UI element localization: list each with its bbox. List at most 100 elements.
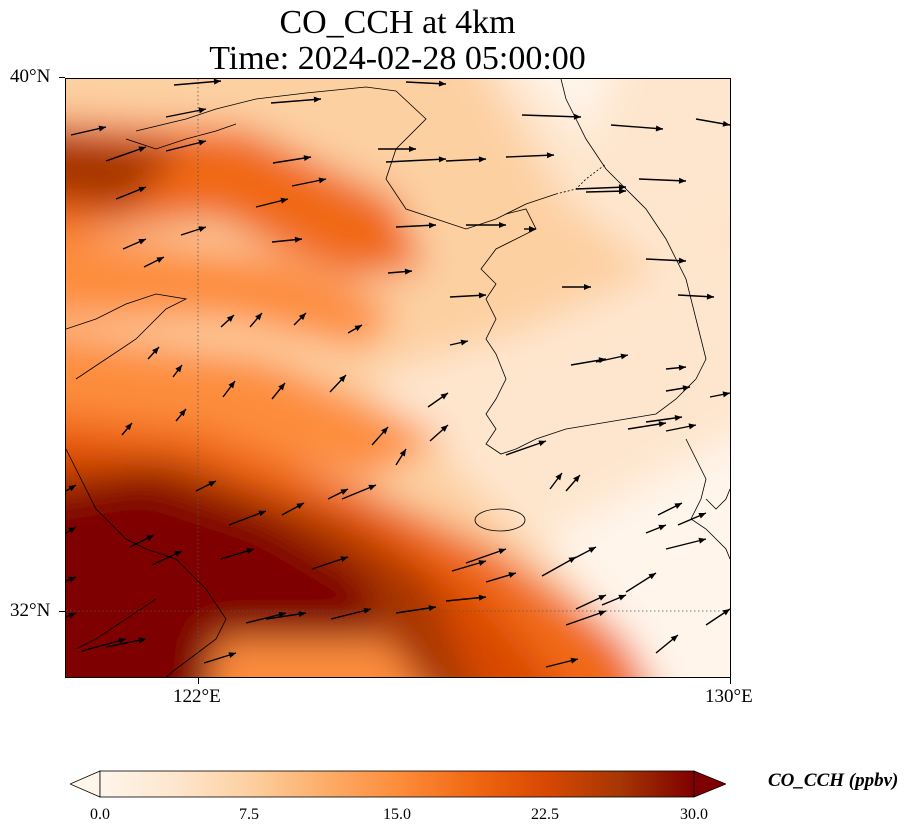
wind-vector-head — [460, 339, 468, 346]
wind-vector-head — [125, 423, 132, 431]
wind-vector-head — [68, 485, 76, 492]
wind-vector — [638, 178, 687, 182]
wind-vector — [385, 158, 447, 163]
wind-vector-head — [138, 637, 146, 644]
wind-vector-head — [298, 313, 306, 321]
wind-vector-head — [440, 425, 448, 432]
colorbar-tick-4: 30.0 — [680, 806, 708, 823]
wind-vector-head — [478, 594, 486, 601]
wind-vector-head — [68, 576, 76, 583]
wind-vector-head — [674, 414, 682, 421]
wind-vector-head — [278, 383, 285, 391]
lat-tick-40 — [59, 77, 65, 78]
wind-vector-head — [258, 510, 266, 517]
wind-vector-head — [340, 489, 348, 495]
wind-vector-head — [409, 146, 416, 152]
wind-vector — [505, 154, 555, 158]
colorbar-tick-1: 7.5 — [239, 806, 259, 823]
wind-vectors — [66, 79, 730, 668]
wind-vector-head — [722, 391, 730, 398]
wind-vector — [270, 98, 322, 104]
wind-vector-head — [598, 610, 606, 617]
colorbar-extend-low — [68, 770, 101, 798]
wind-vector-head — [98, 125, 106, 132]
wind-vector-head — [678, 177, 686, 184]
colorbar — [68, 769, 728, 799]
wind-vector-head — [618, 184, 626, 191]
wind-vector-head — [438, 80, 446, 87]
wind-vector-head — [440, 393, 448, 400]
wind-vector-head — [498, 548, 506, 555]
wind-vector-head — [381, 427, 388, 435]
wind-vector-head — [280, 197, 288, 204]
wind-vector-head — [722, 120, 730, 127]
wind-vector-head — [340, 556, 348, 563]
wind-vector-head — [68, 527, 76, 534]
wind-vector-head — [478, 156, 486, 163]
colorbar-bar — [99, 770, 695, 798]
wind-vector-head — [146, 535, 154, 541]
wind-vector — [505, 440, 547, 456]
wind-vector — [575, 186, 627, 190]
wind-vector-head — [303, 155, 311, 162]
wind-vector-head — [682, 385, 690, 392]
map-panel[interactable] — [65, 78, 731, 678]
coastlines — [66, 79, 730, 677]
wind-vector-head — [363, 607, 371, 614]
wind-vector — [610, 124, 664, 130]
wind-vector-head — [175, 365, 182, 373]
wind-vector-head — [298, 611, 306, 618]
wind-vector-head — [339, 375, 346, 383]
wind-vector-head — [722, 609, 730, 616]
wind-vector-head — [674, 503, 682, 509]
wind-vector — [105, 146, 147, 162]
wind-vector-head — [198, 139, 206, 146]
wind-vector-head — [438, 156, 446, 163]
wind-vector — [565, 610, 607, 626]
wind-vector-head — [428, 605, 436, 612]
wind-vector — [81, 638, 127, 652]
colorbar-tick-0: 0.0 — [90, 806, 110, 823]
wind-vector-head — [584, 284, 591, 290]
wind-vector-head — [658, 524, 666, 531]
wind-vector-head — [313, 96, 321, 103]
wind-vector-head — [529, 226, 536, 232]
wind-vector — [173, 80, 222, 86]
wind-vector-head — [152, 347, 159, 355]
wind-vector-head — [368, 484, 376, 491]
wind-vector-head — [698, 537, 706, 544]
wind-vector-head — [478, 560, 486, 566]
wind-vector-head — [213, 79, 221, 85]
wind-vector-head — [138, 146, 146, 153]
wind-vector-head — [588, 547, 596, 553]
colorbar-title: CO_CCH (ppbv) — [768, 770, 899, 791]
wind-vector-head — [570, 657, 578, 664]
wind-vector-head — [354, 325, 362, 332]
wind-vector-head — [573, 113, 581, 120]
wind-vector-head — [228, 381, 235, 389]
wind-vector — [521, 114, 582, 118]
wind-vector-head — [655, 125, 663, 132]
wind-vector-head — [428, 222, 436, 229]
wind-vector-head — [246, 548, 254, 554]
wind-vector-head — [179, 409, 186, 417]
wind-vector-head — [538, 440, 546, 447]
wind-vector-head — [478, 292, 486, 299]
wind-vector-head — [156, 257, 164, 263]
map-title: CO_CCH at 4km — [279, 4, 516, 41]
colorbar-extend-high — [693, 770, 728, 798]
wind-vector-head — [706, 293, 714, 300]
wind-vector-head — [174, 551, 182, 557]
wind-vector-head — [698, 513, 706, 519]
wind-vector-head — [618, 594, 626, 601]
lat-label-40: 40°N — [10, 66, 51, 87]
wind-vector-head — [208, 481, 216, 487]
wind-vector-head — [399, 449, 406, 457]
wind-vector — [465, 548, 507, 564]
wind-vector-head — [68, 612, 76, 619]
wind-vector-head — [198, 107, 206, 114]
wind-vector-head — [228, 652, 236, 658]
lat-tick-32 — [59, 611, 65, 612]
wind-vector-head — [318, 177, 326, 184]
wind-vector-head — [648, 573, 656, 580]
